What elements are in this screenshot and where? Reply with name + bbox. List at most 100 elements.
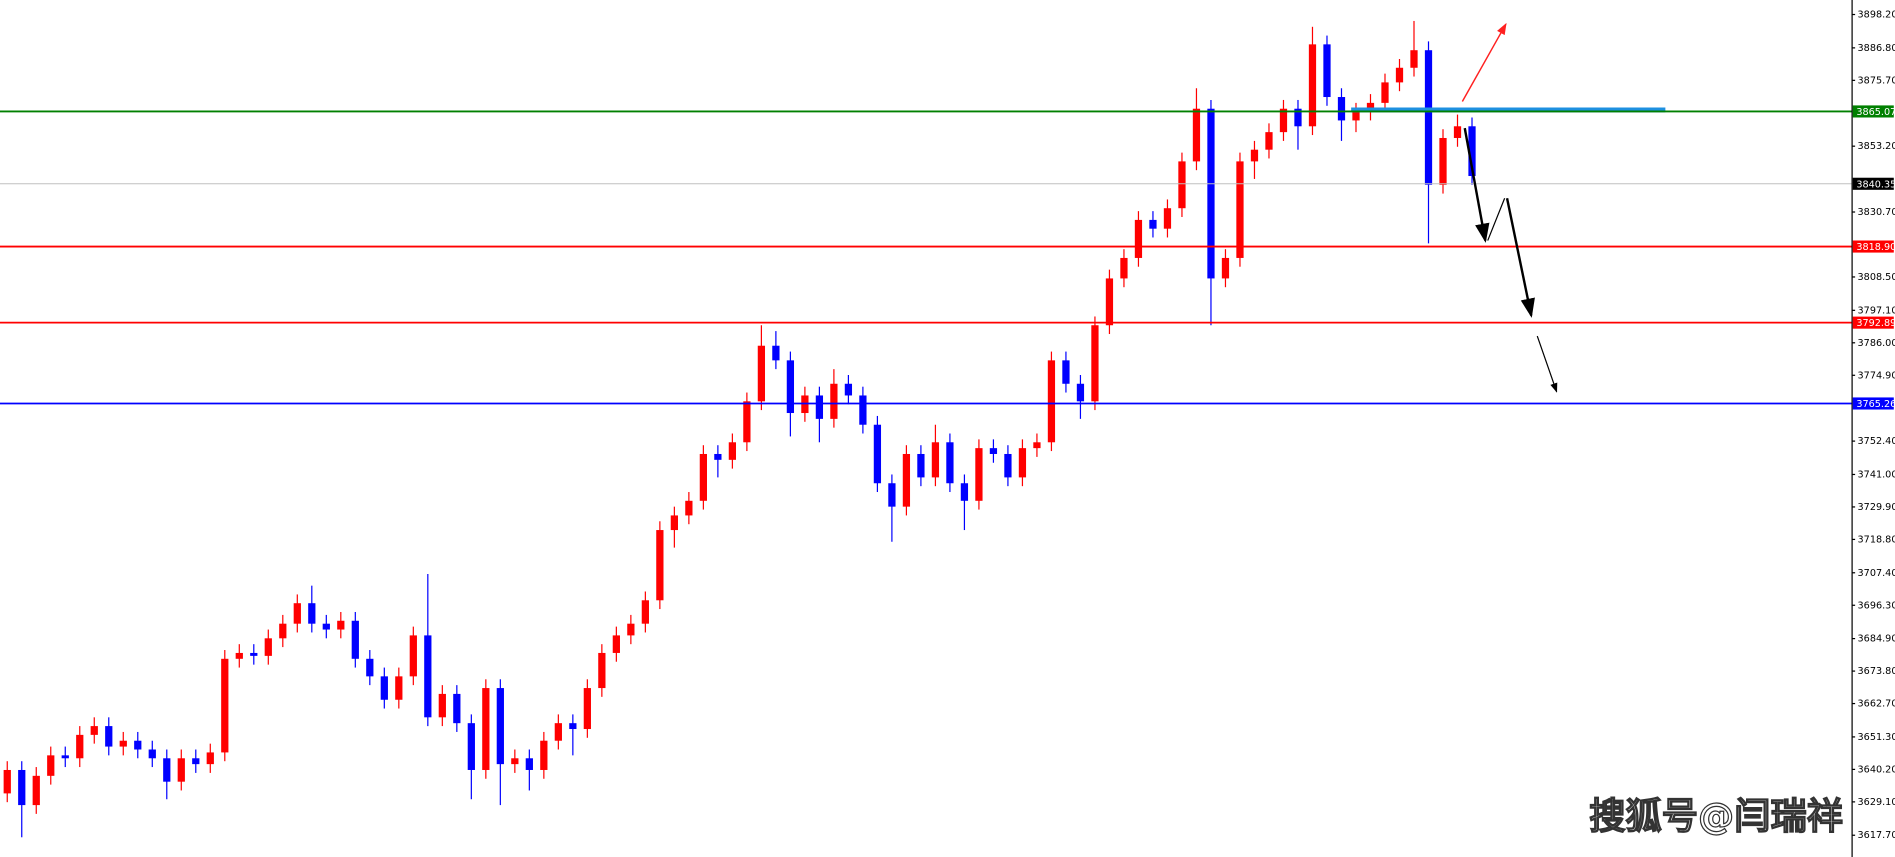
candle-body bbox=[888, 483, 896, 507]
candle-body bbox=[1004, 453, 1012, 478]
candle-body bbox=[438, 693, 446, 718]
candle-body bbox=[1337, 97, 1346, 121]
y-tick-label: 3786.00 bbox=[1858, 338, 1895, 349]
annotations bbox=[1461, 22, 1558, 393]
candle-body bbox=[1453, 126, 1462, 138]
candle-body bbox=[989, 448, 998, 454]
y-tick-label: 3830.70 bbox=[1858, 207, 1895, 218]
candle-body bbox=[279, 623, 287, 639]
candle-body bbox=[1308, 44, 1317, 127]
y-tick-label: 3752.40 bbox=[1858, 436, 1895, 447]
candle-body bbox=[525, 758, 533, 770]
y-tick-label: 3684.90 bbox=[1858, 634, 1895, 645]
candle-body bbox=[424, 635, 432, 718]
candle-body bbox=[322, 623, 330, 630]
level-tag bbox=[1852, 316, 1894, 329]
candle-body bbox=[656, 530, 664, 601]
candle-body bbox=[1207, 108, 1215, 279]
candle-body bbox=[90, 726, 98, 735]
y-tick-label: 3718.80 bbox=[1858, 534, 1895, 545]
candle-body bbox=[1323, 44, 1331, 98]
candle-body bbox=[134, 740, 142, 750]
level-label: 3818.90 bbox=[1856, 242, 1895, 253]
candle-body bbox=[612, 635, 620, 653]
candle-body bbox=[917, 453, 925, 478]
candle-body bbox=[119, 740, 127, 747]
candle-body bbox=[699, 453, 707, 501]
watermark: 搜狐号@闫瑞祥 bbox=[1589, 794, 1843, 837]
candle-body bbox=[409, 635, 417, 677]
candle-body bbox=[177, 758, 185, 782]
candle-body bbox=[685, 500, 693, 516]
candle-body bbox=[1149, 219, 1157, 229]
y-tick-label: 3629.10 bbox=[1858, 797, 1895, 808]
candle-body bbox=[1076, 383, 1085, 402]
candle-body bbox=[1352, 111, 1360, 121]
candle-body bbox=[1279, 108, 1288, 133]
candle-body bbox=[235, 652, 243, 659]
y-tick-label: 3886.80 bbox=[1858, 43, 1895, 54]
candle-body bbox=[206, 752, 214, 765]
candle-body bbox=[975, 448, 983, 501]
y-tick-label: 3640.20 bbox=[1858, 764, 1895, 775]
y-tick-label: 3853.20 bbox=[1858, 141, 1895, 152]
y-tick-label: 3617.70 bbox=[1858, 830, 1895, 841]
candle-body bbox=[670, 515, 678, 531]
candle-body bbox=[902, 453, 911, 507]
candle-body bbox=[583, 688, 591, 730]
candle-body bbox=[148, 749, 156, 759]
arrow bbox=[1536, 335, 1558, 393]
candle-body bbox=[946, 442, 954, 484]
candle-body bbox=[830, 383, 838, 419]
candle-body bbox=[1366, 102, 1375, 112]
level-tag bbox=[1852, 240, 1894, 253]
candle-body bbox=[1395, 67, 1404, 83]
candle-body bbox=[1047, 360, 1056, 443]
candle-body bbox=[1120, 257, 1128, 279]
plot: 3898.20 3886.80 3875.70 3853.20 3830.70 3808.… bbox=[0, 10, 1895, 841]
y-tick-label: 3673.80 bbox=[1858, 666, 1895, 677]
candle-body bbox=[598, 652, 606, 689]
candle-body bbox=[293, 603, 301, 624]
arrow bbox=[1461, 22, 1507, 102]
candle-body bbox=[1424, 50, 1433, 185]
candle-body bbox=[1178, 161, 1186, 209]
candle-body bbox=[757, 345, 766, 402]
candle-body bbox=[540, 740, 548, 770]
candle-body bbox=[453, 693, 461, 724]
candle-body bbox=[76, 734, 84, 759]
candle-body bbox=[1250, 149, 1259, 162]
candle-body bbox=[1439, 137, 1447, 185]
candle-body bbox=[380, 676, 388, 700]
candle-body bbox=[1265, 132, 1273, 150]
candle-body bbox=[1134, 219, 1143, 258]
candle-body bbox=[1221, 257, 1230, 279]
level-tag bbox=[1852, 177, 1894, 190]
candle-body bbox=[1033, 442, 1041, 449]
candle-body bbox=[467, 723, 475, 770]
candle-body bbox=[47, 755, 55, 776]
candle-body bbox=[351, 620, 359, 659]
candle-body bbox=[728, 442, 737, 460]
y-tick-label: 3729.90 bbox=[1858, 502, 1895, 513]
candle-body bbox=[105, 726, 113, 747]
candle-body bbox=[641, 600, 649, 624]
y-tick-label: 3808.50 bbox=[1858, 272, 1895, 283]
candle-body bbox=[1105, 278, 1114, 326]
candle-body bbox=[1062, 360, 1070, 384]
candle-body bbox=[32, 775, 40, 806]
candle-body bbox=[1468, 126, 1476, 177]
candle-body bbox=[859, 395, 867, 425]
y-tick-label: 3662.70 bbox=[1858, 699, 1895, 710]
candle-body bbox=[627, 623, 635, 636]
candle-body bbox=[873, 424, 882, 484]
arrow bbox=[1505, 197, 1535, 318]
candle-body bbox=[554, 723, 562, 741]
candle-body bbox=[250, 652, 258, 656]
candle-body bbox=[960, 483, 969, 501]
candle-body bbox=[1381, 82, 1389, 103]
candle-body bbox=[192, 758, 200, 765]
candle-body bbox=[337, 620, 345, 630]
y-tick-label: 3898.20 bbox=[1858, 10, 1895, 21]
